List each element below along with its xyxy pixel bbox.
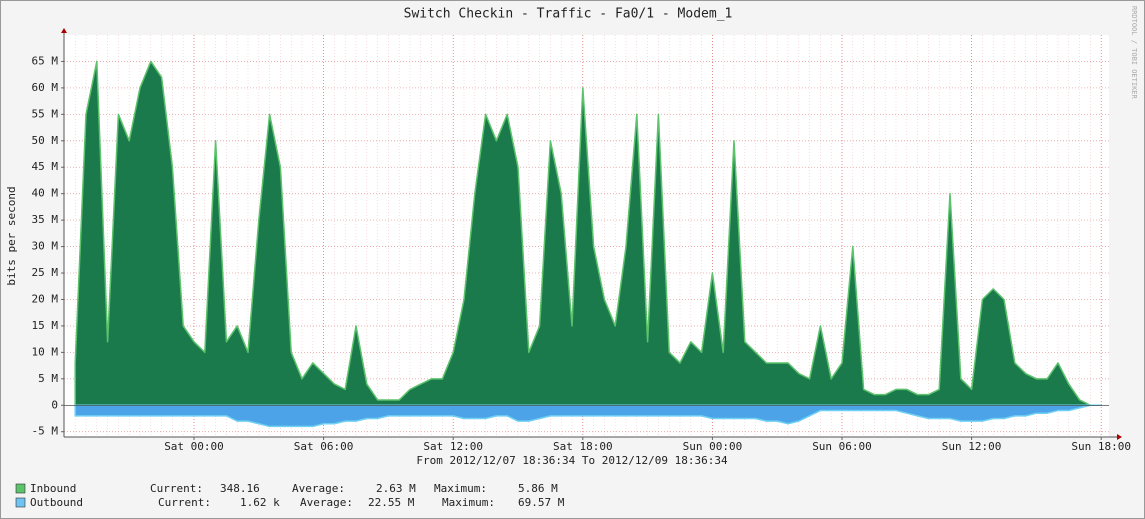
x-tick-label: Sat 00:00 bbox=[164, 440, 224, 453]
y-tick-label: 15 M bbox=[32, 319, 59, 332]
y-tick-label: 5 M bbox=[38, 372, 58, 385]
legend-stat-value: 2.63 M bbox=[376, 482, 416, 495]
legend-swatch bbox=[15, 497, 26, 508]
legend-stat-label: Maximum: bbox=[442, 496, 495, 509]
legend-label: Inbound bbox=[30, 482, 76, 495]
x-tick-label: Sun 18:00 bbox=[1071, 440, 1131, 453]
y-tick-label: 50 M bbox=[32, 134, 59, 147]
legend-swatch bbox=[15, 483, 26, 494]
chart-title: Switch Checkin - Traffic - Fa0/1 - Modem… bbox=[404, 7, 733, 22]
y-tick-label: 60 M bbox=[32, 81, 59, 94]
legend-stat-label: Average: bbox=[292, 482, 345, 495]
series-area bbox=[74, 404, 1102, 428]
watermark: RRDTOOL / TOBI OETIKER bbox=[1130, 6, 1138, 100]
y-tick-label: 0 bbox=[51, 398, 58, 411]
y-tick-label: -5 M bbox=[32, 425, 59, 438]
legend-stat-label: Average: bbox=[300, 496, 353, 509]
y-tick-label: 65 M bbox=[32, 54, 59, 67]
y-tick-label: 45 M bbox=[32, 160, 59, 173]
legend-stat-value: 5.86 M bbox=[518, 482, 558, 495]
legend-stat-value: 1.62 k bbox=[240, 496, 280, 509]
legend-stat-value: 348.16 bbox=[220, 482, 260, 495]
x-tick-label: Sun 00:00 bbox=[683, 440, 743, 453]
y-arrow bbox=[61, 28, 67, 33]
series-area bbox=[74, 60, 1102, 407]
x-arrow bbox=[1117, 434, 1122, 440]
legend-stat-value: 69.57 M bbox=[518, 496, 565, 509]
x-tick-label: Sat 18:00 bbox=[553, 440, 613, 453]
y-tick-label: 20 M bbox=[32, 292, 59, 305]
y-tick-label: 40 M bbox=[32, 187, 59, 200]
y-axis-label: bits per second bbox=[5, 186, 18, 285]
x-tick-label: Sat 06:00 bbox=[294, 440, 354, 453]
x-tick-label: Sat 12:00 bbox=[423, 440, 483, 453]
y-tick-label: 55 M bbox=[32, 107, 59, 120]
legend-stat-label: Maximum: bbox=[434, 482, 487, 495]
y-tick-label: 25 M bbox=[32, 266, 59, 279]
x-tick-label: Sun 06:00 bbox=[812, 440, 872, 453]
x-caption: From 2012/12/07 18:36:34 To 2012/12/09 1… bbox=[416, 454, 728, 467]
legend-stat-label: Current: bbox=[158, 496, 211, 509]
y-tick-label: 30 M bbox=[32, 240, 59, 253]
legend-label: Outbound bbox=[30, 496, 83, 509]
y-tick-label: 10 M bbox=[32, 345, 59, 358]
legend-stat-value: 22.55 M bbox=[368, 496, 415, 509]
legend-stat-label: Current: bbox=[150, 482, 203, 495]
x-tick-label: Sun 12:00 bbox=[942, 440, 1002, 453]
y-tick-label: 35 M bbox=[32, 213, 59, 226]
